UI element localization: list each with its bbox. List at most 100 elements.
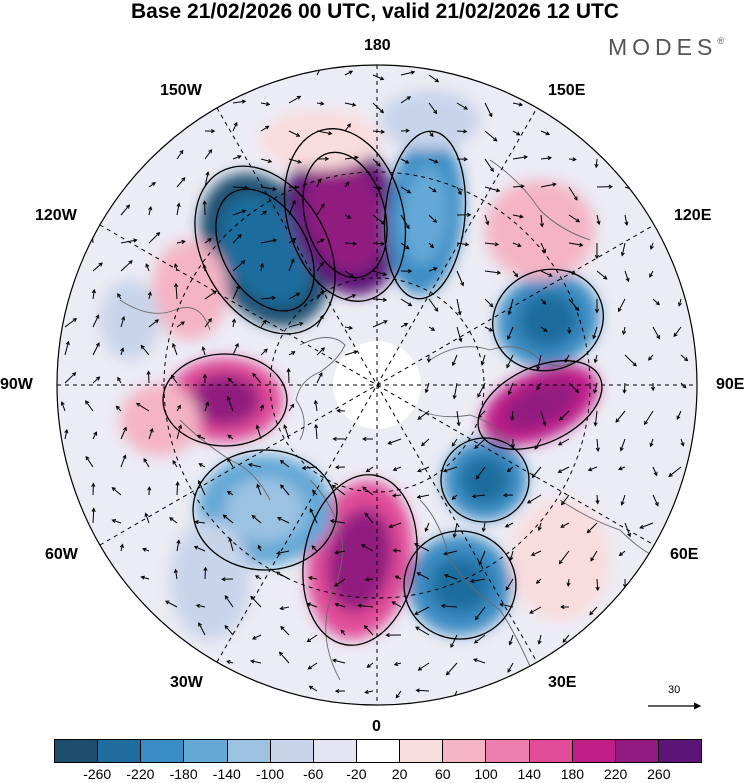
wind-arrow: [474, 438, 486, 449]
wind-arrow: [421, 438, 430, 446]
wind-arrow: [111, 487, 122, 496]
wind-arrow: [568, 158, 576, 160]
wind-arrow-head: [320, 101, 325, 106]
wind-arrow-head: [440, 603, 446, 609]
wind-arrow: [227, 396, 234, 412]
wind-arrow-head: [291, 351, 296, 356]
anomaly-blob: [225, 478, 305, 542]
wind-arrow-head: [507, 668, 512, 673]
wind-arrow-head: [324, 156, 330, 161]
wind-arrow: [392, 601, 402, 608]
wind-arrow-head: [586, 529, 591, 534]
wind-arrow-head: [155, 231, 161, 237]
wind-arrow-head: [502, 493, 508, 498]
wind-arrow-head: [460, 281, 464, 287]
wind-arrow-head: [181, 239, 186, 245]
colorbar-segment: [658, 740, 702, 762]
wind-arrow-head: [478, 561, 483, 566]
wind-arrow: [540, 183, 556, 188]
wind-arrow: [316, 262, 324, 272]
wind-arrow-head: [653, 471, 658, 477]
height-contour: [192, 449, 338, 571]
wind-arrow: [316, 203, 325, 216]
wind-arrow-head: [319, 261, 324, 266]
colorbar-tick-label: 220: [603, 766, 628, 782]
wind-arrow-head: [265, 125, 270, 130]
wind-arrow: [680, 438, 684, 446]
wind-arrow: [562, 634, 570, 643]
wind-arrow: [418, 662, 430, 671]
wind-arrow-head: [594, 163, 599, 169]
wind-arrow-head: [557, 469, 562, 473]
wind-arrow: [540, 214, 543, 227]
wind-arrow: [450, 634, 458, 648]
wind-arrow: [428, 102, 438, 114]
wind-arrow-head: [530, 552, 536, 556]
wind-arrow: [393, 549, 402, 552]
wind-arrow: [596, 494, 599, 504]
wind-arrow: [652, 466, 658, 476]
wind-arrow: [414, 543, 430, 552]
wind-arrow-head: [507, 310, 512, 316]
wind-arrow: [344, 294, 356, 300]
wind-arrow: [484, 158, 494, 172]
wind-arrow: [652, 326, 660, 339]
wind-arrow-head: [308, 685, 314, 690]
wind-arrow: [540, 242, 546, 253]
wind-arrow-head: [593, 358, 598, 364]
wind-arrow: [309, 508, 318, 524]
wind-arrow-head: [334, 582, 339, 587]
wind-arrow-head: [181, 177, 186, 182]
wind-arrow-head: [164, 600, 170, 605]
wind-arrow: [288, 404, 295, 412]
colorbar-tick-label: 100: [474, 766, 498, 782]
wind-arrow: [428, 267, 437, 272]
anomaly-blob: [430, 557, 490, 613]
wind-arrow-head: [636, 189, 641, 194]
wind-arrow-head: [283, 424, 288, 429]
wind-arrow-head: [65, 340, 70, 346]
wind-arrow-head: [176, 539, 181, 544]
wind-arrow: [344, 326, 353, 329]
wind-arrow: [537, 354, 542, 370]
wind-arrow-head: [233, 121, 238, 127]
anomaly-blob: [400, 165, 450, 265]
wind-arrow-head: [564, 358, 569, 363]
wind-arrow-head: [673, 332, 678, 338]
wind-arrow: [644, 410, 654, 425]
height-contour: [194, 165, 336, 335]
wind-arrow-head: [263, 348, 268, 353]
wind-arrow: [680, 354, 688, 361]
wind-arrow-head: [539, 223, 545, 228]
wind-arrow-head: [226, 395, 231, 401]
wind-arrow-head: [560, 604, 565, 610]
wind-arrow-head: [202, 263, 207, 269]
wind-arrow: [512, 270, 518, 277]
wind-arrow: [567, 578, 570, 586]
wind-arrow-head: [346, 214, 352, 219]
wind-arrow: [232, 343, 239, 356]
wind-arrow-head: [420, 442, 426, 447]
wind-arrow-head: [349, 273, 355, 278]
wind-arrow-head: [382, 297, 388, 302]
wind-arrow: [260, 320, 267, 328]
wind-arrow: [456, 130, 467, 133]
wind-arrow-head: [595, 499, 600, 505]
wind-arrow: [484, 242, 499, 245]
wind-arrow-head: [537, 640, 542, 645]
wind-arrow: [142, 548, 150, 552]
wind-arrow-head: [111, 519, 116, 523]
wind-arrow: [307, 603, 318, 608]
wind-arrow-head: [128, 260, 133, 265]
wind-arrow-head: [449, 701, 454, 705]
wind-arrow-head: [265, 101, 271, 107]
wind-arrow: [400, 323, 408, 328]
wind-arrow-head: [562, 638, 567, 643]
wind-arrow-head: [387, 440, 392, 445]
wind-arrow: [232, 155, 241, 160]
wind-arrow: [538, 522, 542, 531]
wind-arrow-head: [203, 566, 208, 571]
wind-arrow-head: [332, 436, 337, 442]
wind-arrow: [288, 351, 295, 356]
wind-arrow-head: [648, 356, 653, 361]
